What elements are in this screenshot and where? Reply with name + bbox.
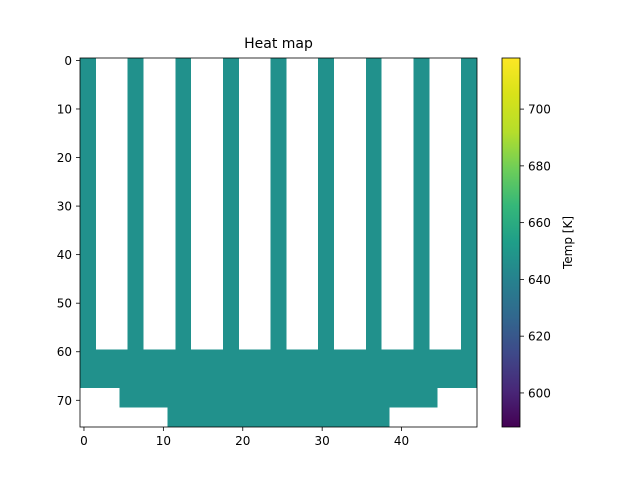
y-tick-label: 30: [57, 200, 72, 214]
heatmap-cell-region-12: [167, 407, 390, 427]
y-tick-label: 40: [57, 248, 72, 262]
x-tick-label: 30: [315, 434, 330, 448]
y-tick-label: 0: [64, 54, 72, 68]
colorbar-label: Temp [K]: [561, 216, 575, 270]
colorbar-tick-label: 620: [528, 330, 551, 344]
y-tick-label: 70: [57, 394, 72, 408]
colorbar-tick-label: 660: [528, 216, 551, 230]
y-tick-label: 50: [57, 297, 72, 311]
y-tick-label: 10: [57, 102, 72, 116]
heatmap-cell-region-3: [175, 58, 192, 350]
x-tick-label: 20: [235, 434, 250, 448]
x-tick-label: 0: [80, 434, 88, 448]
heatmap-cell-region-2: [127, 58, 144, 350]
heatmap-cell-region-8: [413, 58, 430, 350]
heatmap-cell-region-5: [270, 58, 287, 350]
x-tick-label: 10: [156, 434, 171, 448]
colorbar-gradient: [501, 57, 521, 428]
colorbar-tick-label: 640: [528, 273, 551, 287]
plot-area: [79, 57, 478, 428]
chart-title: Heat map: [244, 36, 313, 52]
y-axis: 0 10 20 30 40 50 60 70: [57, 54, 80, 408]
x-axis: 0 10 20 30 40: [80, 427, 409, 448]
plot-frame: [79, 57, 478, 428]
heatmap-cell-region-10: [80, 349, 477, 389]
colorbar-ticks: 600 620 640 660 680 700: [520, 103, 551, 400]
colorbar-tick-label: 680: [528, 159, 551, 173]
heatmap-cell-region-6: [318, 58, 335, 350]
colorbar: 600 620 640 660 680 700 Temp [K]: [501, 57, 575, 428]
heatmap-cell-region-7: [365, 58, 382, 350]
colorbar-tick-label: 600: [528, 386, 551, 400]
heatmap-cell-region-11: [119, 388, 438, 408]
heatmap-cell-region-4: [222, 58, 239, 350]
y-tick-label: 20: [57, 151, 72, 165]
heatmap-cell-region-9: [461, 58, 477, 350]
colorbar-tick-label: 700: [528, 103, 551, 117]
heatmap-cell-region-1: [80, 58, 96, 350]
x-tick-label: 40: [394, 434, 409, 448]
y-tick-label: 60: [57, 345, 72, 359]
